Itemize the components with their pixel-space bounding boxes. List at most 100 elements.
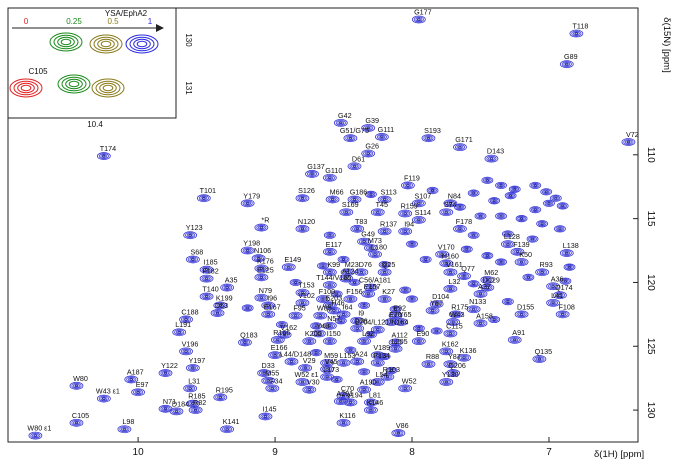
contour-ring [427, 307, 438, 314]
peak-label: I145 [263, 405, 277, 414]
peak-label: G177 [414, 8, 432, 17]
contour-ring [404, 183, 412, 188]
x-tick-label: 9 [272, 447, 278, 458]
inset-contours [9, 32, 159, 98]
contour-ring [379, 296, 390, 302]
peak-contour [401, 181, 415, 190]
contour-ring [556, 202, 569, 210]
peak-contour [320, 372, 335, 381]
contour-ring [448, 202, 453, 205]
contour-ring [350, 316, 365, 325]
contour-ring [510, 247, 525, 256]
contour-ring [359, 238, 370, 245]
contour-ring [467, 280, 480, 288]
contour-ring [374, 210, 382, 215]
peak-contour [277, 330, 292, 339]
contour-ring [480, 283, 495, 292]
contour-ring [323, 374, 331, 379]
peak-label: S193 [424, 126, 441, 135]
contour-ring [510, 186, 520, 192]
peak-label: W43 [450, 310, 465, 319]
contour-ring [271, 353, 279, 358]
contour-ring [322, 337, 337, 346]
contour-ring [478, 214, 483, 218]
contour-ring [559, 277, 572, 285]
peak-label: F182 [202, 267, 218, 276]
contour-ring [282, 333, 287, 336]
contour-ring [214, 311, 221, 316]
y-axis-label: δ(15N) [ppm] [661, 17, 672, 72]
contour-ring [350, 324, 365, 333]
contour-ring [561, 61, 572, 68]
contour-ring [389, 320, 394, 324]
contour-ring [336, 392, 351, 400]
peak-contour [343, 134, 358, 143]
contour-ring [440, 253, 444, 256]
contour-ring [410, 297, 414, 301]
peak-contour [340, 268, 355, 277]
contour-ring [210, 309, 225, 317]
peak-unassigned [556, 202, 569, 210]
contour-ring [489, 198, 499, 204]
peak-unassigned [481, 176, 494, 184]
contour-ring [382, 230, 387, 233]
contour-ring [245, 249, 250, 252]
contour-ring [320, 372, 335, 381]
contour-ring [288, 359, 295, 364]
contour-ring [257, 225, 265, 230]
contour-ring [539, 221, 546, 226]
peak-unassigned [495, 258, 507, 266]
contour-ring [469, 190, 479, 196]
peak-label: W80 ε1 [27, 424, 51, 433]
contour-ring [460, 245, 473, 253]
contour-ring [370, 351, 385, 360]
peak-label: I150 [327, 329, 341, 338]
contour-ring [158, 369, 173, 377]
contour-ring [477, 214, 484, 218]
peak-contour [268, 351, 282, 360]
peak-label: F134 [374, 351, 390, 360]
contour-ring [357, 337, 371, 346]
peak-unassigned [508, 185, 521, 193]
contour-ring [348, 401, 353, 404]
contour-ring [365, 407, 377, 414]
contour-ring [357, 270, 365, 275]
contour-ring [162, 371, 169, 376]
peak-contour [439, 378, 454, 386]
contour-ring [323, 367, 331, 372]
contour-ring [557, 226, 563, 231]
contour-ring [449, 320, 457, 325]
contour-ring [366, 152, 371, 155]
contour-ring [360, 387, 368, 392]
contour-ring [457, 205, 463, 209]
contour-ring [187, 256, 198, 263]
peak-unassigned [385, 366, 398, 375]
peak-contour [514, 258, 529, 266]
contour-ring [98, 395, 109, 402]
inset-ratio-0.25: 0.25 [66, 17, 82, 26]
contour-ring [515, 215, 528, 223]
peak-contour [28, 431, 43, 440]
contour-ring [571, 30, 582, 37]
contour-ring [369, 246, 373, 250]
peak-label: S126 [298, 186, 315, 195]
peak-contour [443, 268, 458, 277]
contour-ring [554, 197, 558, 200]
contour-ring [417, 18, 421, 21]
contour-ring [498, 260, 504, 264]
peak-label: R93 [540, 260, 553, 269]
contour-ring [241, 340, 249, 345]
contour-ring [344, 211, 349, 214]
inset-contour-ring [129, 36, 155, 52]
contour-ring [504, 242, 512, 247]
contour-ring [495, 181, 507, 190]
inset-y-tick-131: 131 [184, 81, 193, 95]
peak-label: H160 [442, 251, 459, 260]
peak-contour [361, 124, 376, 132]
peak-label: M66 [330, 188, 344, 197]
contour-ring [496, 182, 506, 189]
contour-ring [470, 281, 477, 286]
contour-ring [352, 225, 363, 232]
peak-label: L128 [504, 232, 520, 241]
contour-ring [392, 340, 399, 345]
